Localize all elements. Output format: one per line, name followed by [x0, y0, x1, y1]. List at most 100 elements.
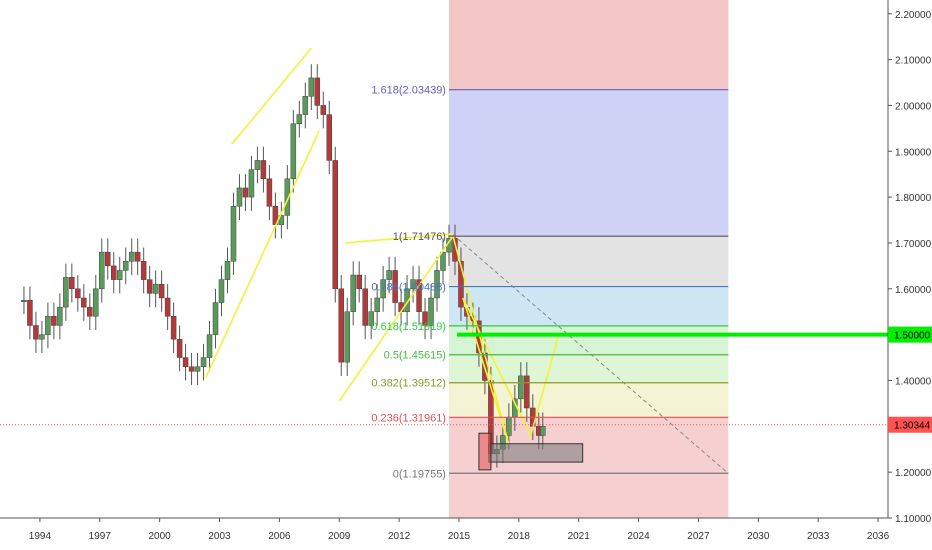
candle-body[interactable] [134, 251, 141, 262]
candle-body[interactable] [69, 277, 75, 290]
candle-body[interactable] [410, 279, 416, 290]
candle-body[interactable] [87, 306, 93, 317]
candle-body[interactable] [308, 77, 315, 97]
candle-body[interactable] [416, 279, 422, 312]
candle-body[interactable] [158, 283, 165, 299]
x-tick-label: 2030 [747, 531, 770, 542]
candle-body[interactable] [63, 277, 69, 308]
price-label-text: 1.50000 [894, 331, 931, 342]
x-tick-label: 2024 [627, 531, 650, 542]
trend-line-1[interactable] [230, 47, 312, 145]
candle-body[interactable] [332, 160, 338, 290]
projection-path[interactable] [452, 235, 560, 445]
y-tick-label: 1.80000 [895, 193, 932, 204]
candle-body[interactable] [434, 270, 440, 299]
candles[interactable] [21, 64, 546, 468]
candle-body[interactable] [428, 297, 434, 326]
x-tick-label: 2021 [568, 531, 591, 542]
candle-body[interactable] [93, 288, 99, 317]
fib-label-0.786: 0.786(1.60488) [371, 282, 446, 294]
candle-body[interactable] [350, 274, 356, 312]
candle-body[interactable] [380, 279, 386, 299]
fib-label-1: 1(1.71476) [393, 231, 446, 243]
candle-body[interactable] [374, 297, 380, 312]
y-tick-label: 1.90000 [895, 147, 932, 158]
candle-body[interactable] [386, 270, 392, 280]
candle-body[interactable] [164, 297, 171, 317]
candle-body[interactable] [224, 261, 231, 280]
candle-body[interactable] [176, 338, 183, 358]
candle-body[interactable] [152, 283, 159, 294]
candle-body[interactable] [266, 178, 273, 207]
candle-body[interactable] [206, 334, 213, 358]
candle-body[interactable] [105, 251, 111, 267]
fib-zone-light-blue [448, 286, 729, 326]
candle-body[interactable] [57, 306, 63, 326]
candle-body[interactable] [338, 288, 344, 363]
candle-body[interactable] [518, 375, 524, 400]
candle-body[interactable] [51, 316, 57, 326]
x-tick-label: 2027 [687, 531, 710, 542]
x-axis-ticks: 1994 1997 2000 2003 2006 2009 2012 2015 2018 2021… [29, 518, 890, 542]
candle-body[interactable] [368, 311, 374, 326]
candle-body[interactable] [296, 114, 303, 125]
candle-body[interactable] [284, 178, 291, 216]
candle-body[interactable] [344, 311, 350, 363]
candle-body[interactable] [260, 160, 267, 180]
candle-body[interactable] [81, 297, 87, 308]
candle-body[interactable] [110, 265, 117, 280]
fib-labels: 1.618(2.03439) 1(1.71476) 0.786(1.60488) 0.… [371, 85, 729, 480]
drawings[interactable] [0, 47, 888, 474]
candle-body[interactable] [524, 375, 530, 409]
candle-body[interactable] [326, 114, 333, 161]
candle-body[interactable] [362, 288, 368, 326]
candle-body[interactable] [45, 316, 51, 335]
candle-body[interactable] [39, 334, 45, 340]
trend-line-2[interactable] [204, 130, 321, 379]
candle-body[interactable] [116, 270, 123, 280]
candle-body[interactable] [33, 325, 39, 340]
candle-body[interactable] [230, 206, 237, 262]
candle-body[interactable] [302, 96, 309, 115]
candle-body[interactable] [506, 416, 512, 436]
fib-label-0.618: 0.618(1.51919) [371, 321, 446, 333]
range-box-2[interactable] [478, 432, 492, 471]
candle-body[interactable] [458, 261, 464, 308]
candle-body[interactable] [422, 311, 428, 326]
candle-body[interactable] [356, 274, 362, 290]
x-tick-label: 1994 [29, 531, 52, 542]
range-box-1[interactable] [488, 443, 584, 463]
candle-body[interactable] [128, 251, 135, 262]
candle-body[interactable] [392, 270, 398, 303]
candle-body[interactable] [99, 251, 105, 290]
candle-body[interactable] [194, 366, 201, 372]
candle-body[interactable] [188, 366, 195, 372]
candle-body[interactable] [218, 279, 225, 303]
trend-line-3[interactable] [338, 235, 454, 402]
candle-body[interactable] [182, 357, 189, 367]
dashed-trend-line[interactable] [452, 234, 729, 474]
candle-body[interactable] [242, 187, 249, 198]
candle-body[interactable] [122, 261, 129, 271]
candle-body[interactable] [440, 251, 446, 271]
candle-body[interactable] [170, 316, 177, 340]
candle-body[interactable] [254, 160, 261, 170]
candle-body[interactable] [200, 357, 207, 367]
candle-body[interactable] [290, 123, 297, 180]
candle-body[interactable] [212, 302, 219, 335]
trend-line-4[interactable] [345, 232, 454, 244]
candle-body[interactable] [540, 426, 546, 436]
candle-body[interactable] [75, 288, 81, 299]
candle-body[interactable] [146, 279, 153, 294]
y-tick-label: 1.10000 [895, 514, 932, 525]
candle-body[interactable] [140, 261, 147, 280]
candle-body[interactable] [314, 77, 321, 106]
candle-body[interactable] [21, 300, 27, 303]
candle-body[interactable] [236, 187, 243, 207]
candle-body[interactable] [320, 105, 327, 115]
fib-label-0.5: 0.5(1.45615) [384, 350, 446, 362]
y-tick-label: 1.20000 [895, 468, 932, 479]
candle-body[interactable] [27, 300, 33, 326]
candle-body[interactable] [248, 169, 255, 198]
